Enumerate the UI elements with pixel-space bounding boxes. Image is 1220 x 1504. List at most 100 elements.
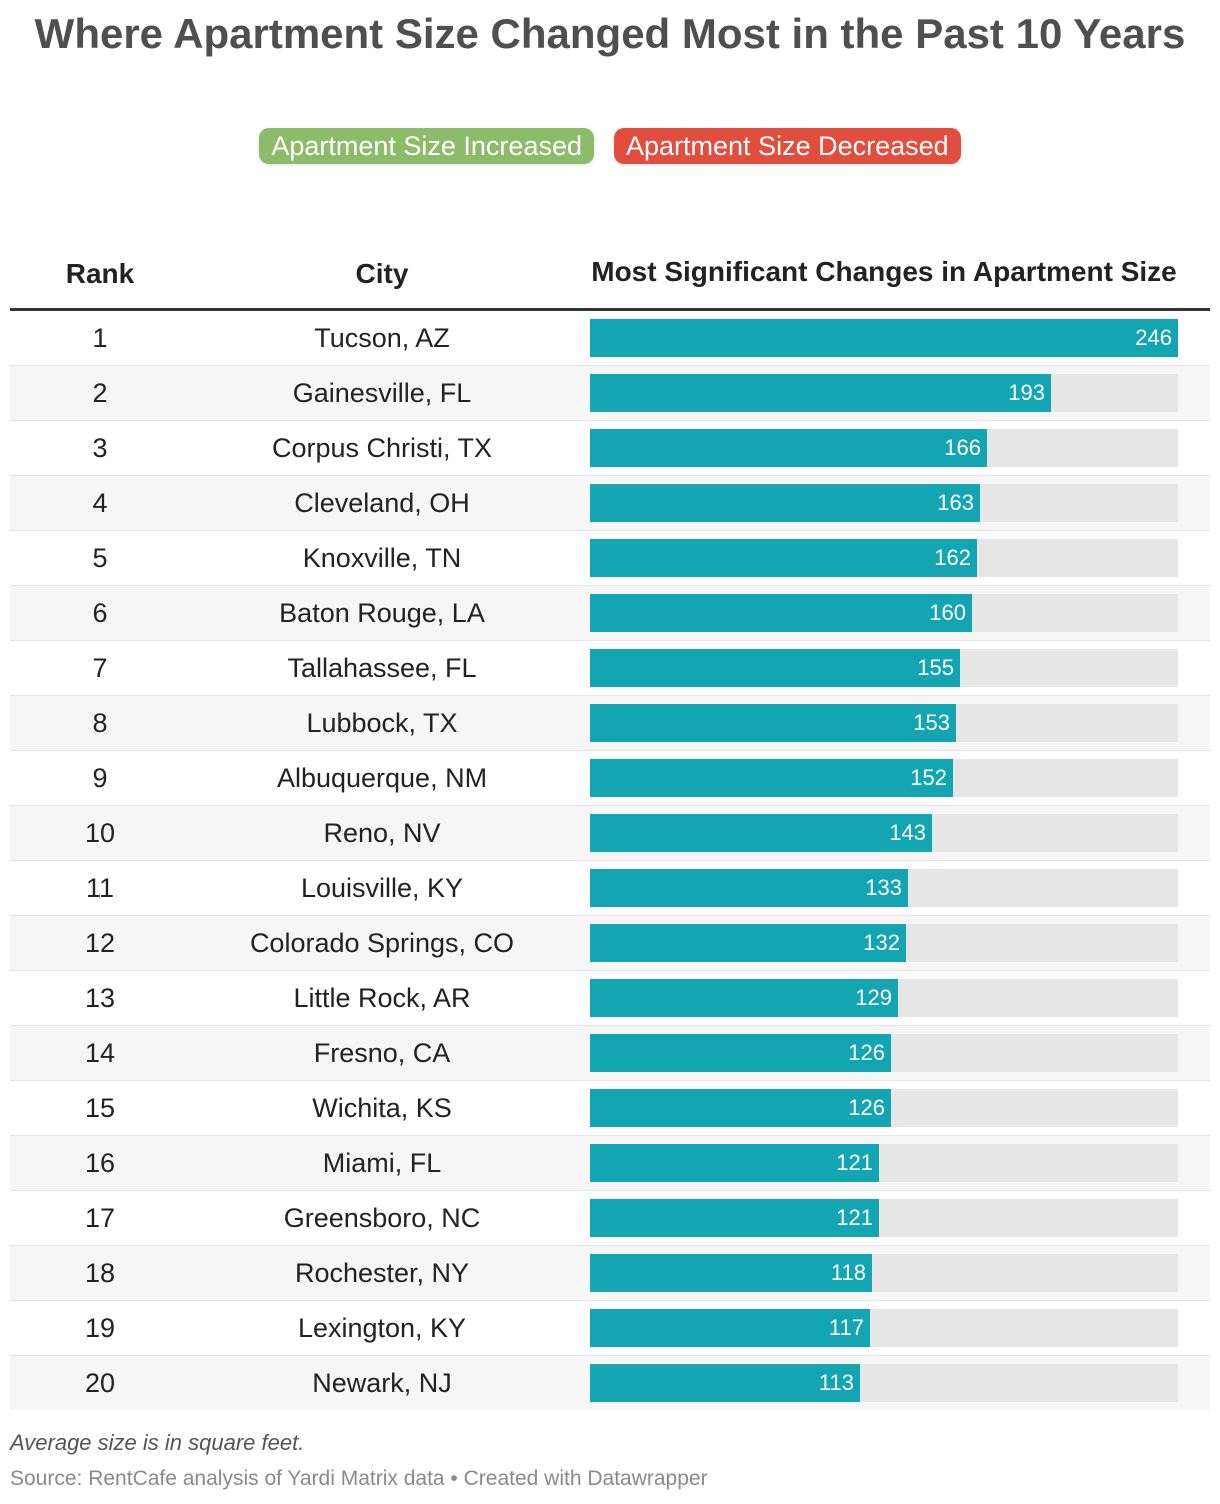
table-row: 12 Colorado Springs, CO 132 <box>10 916 1210 971</box>
bar-track: 193 <box>590 374 1178 412</box>
rank-cell: 1 <box>92 323 108 353</box>
bar-track: 126 <box>590 1034 1178 1072</box>
city-cell: Cleveland, OH <box>294 488 470 518</box>
bar-value-label: 117 <box>828 1315 864 1340</box>
table-row: 9 Albuquerque, NM 152 <box>10 751 1210 806</box>
city-cell: Colorado Springs, CO <box>249 928 515 958</box>
bar-track: 129 <box>590 979 1178 1017</box>
bar-track: 155 <box>590 649 1178 687</box>
table-row: 6 Baton Rouge, LA 160 <box>10 586 1210 641</box>
rank-cell: 18 <box>84 1258 116 1288</box>
rank-cell: 3 <box>92 433 108 463</box>
rank-cell: 2 <box>92 378 108 408</box>
bar-value-label: 133 <box>865 875 902 900</box>
table-row: 16 Miami, FL 121 <box>10 1136 1210 1191</box>
bar-track: 143 <box>590 814 1178 852</box>
table-row: 11 Louisville, KY 133 <box>10 861 1210 916</box>
data-table: Rank City Most Significant Changes in Ap… <box>10 218 1210 1410</box>
rank-cell: 12 <box>84 928 116 958</box>
bar: 126 <box>590 1089 891 1127</box>
rank-cell: 14 <box>84 1038 116 1068</box>
bar: 193 <box>590 374 1051 412</box>
rank-cell: 4 <box>92 488 108 518</box>
table-row: 19 Lexington, KY 117 <box>10 1301 1210 1356</box>
bar-value-label: 121 <box>836 1150 873 1175</box>
bar-value-label: 143 <box>889 820 926 845</box>
city-cell: Gainesville, FL <box>292 378 472 408</box>
legend-decreased: Apartment Size Decreased <box>614 128 961 164</box>
city-cell: Tucson, AZ <box>314 323 450 353</box>
table-row: 8 Lubbock, TX 153 <box>10 696 1210 751</box>
rank-cell: 5 <box>92 543 108 573</box>
bar-track: 133 <box>590 869 1178 907</box>
legend: Apartment Size Increased Apartment Size … <box>0 128 1220 164</box>
table-row: 5 Knoxville, TN 162 <box>10 531 1210 586</box>
city-cell: Little Rock, AR <box>293 983 471 1013</box>
bar: 132 <box>590 924 906 962</box>
bar: 133 <box>590 869 908 907</box>
rank-cell: 17 <box>84 1203 116 1233</box>
header-city[interactable]: City <box>355 258 409 289</box>
bar-value-label: 126 <box>848 1095 885 1120</box>
city-cell: Lexington, KY <box>297 1313 467 1343</box>
city-cell: Reno, NV <box>323 818 441 848</box>
bar-value-label: 118 <box>830 1260 866 1285</box>
table-row: 17 Greensboro, NC 121 <box>10 1191 1210 1246</box>
city-cell: Lubbock, TX <box>306 708 458 738</box>
bar-track: 152 <box>590 759 1178 797</box>
city-cell: Rochester, NY <box>294 1258 470 1288</box>
table-row: 14 Fresno, CA 126 <box>10 1026 1210 1081</box>
rank-cell: 16 <box>84 1148 116 1178</box>
city-cell: Knoxville, TN <box>302 543 462 573</box>
table-header: Rank City Most Significant Changes in Ap… <box>10 218 1210 311</box>
bar-track: 121 <box>590 1199 1178 1237</box>
chart-title: Where Apartment Size Changed Most in the… <box>34 10 1186 57</box>
bar-value-label: 193 <box>1008 380 1045 405</box>
rank-cell: 13 <box>84 983 116 1013</box>
bar-value-label: 113 <box>818 1370 854 1395</box>
rank-cell: 15 <box>84 1093 116 1123</box>
bar-value-label: 166 <box>944 435 981 460</box>
rank-cell: 20 <box>84 1368 116 1398</box>
bar: 121 <box>590 1199 879 1237</box>
rank-cell: 7 <box>92 653 108 683</box>
bar-value-label: 132 <box>863 930 900 955</box>
city-cell: Louisville, KY <box>300 873 464 903</box>
city-cell: Tallahassee, FL <box>287 653 477 683</box>
city-cell: Albuquerque, NM <box>276 763 488 793</box>
bar: 155 <box>590 649 960 687</box>
bar-value-label: 155 <box>917 655 954 680</box>
bar: 129 <box>590 979 898 1017</box>
city-cell: Newark, NJ <box>312 1368 452 1398</box>
bar-track: 117 <box>590 1309 1178 1347</box>
bar-track: 166 <box>590 429 1178 467</box>
bar-value-label: 163 <box>937 490 974 515</box>
bar-track: 163 <box>590 484 1178 522</box>
table-row: 20 Newark, NJ 113 <box>10 1356 1210 1410</box>
bar-track: 132 <box>590 924 1178 962</box>
rank-cell: 9 <box>92 763 108 793</box>
bar: 113 <box>590 1364 860 1402</box>
bar: 162 <box>590 539 977 577</box>
table-row: 2 Gainesville, FL 193 <box>10 366 1210 421</box>
source-line: Source: RentCafe analysis of Yardi Matri… <box>10 1467 708 1490</box>
rank-cell: 11 <box>85 873 115 903</box>
bar: 160 <box>590 594 972 632</box>
rank-cell: 10 <box>84 818 116 848</box>
table-row: 13 Little Rock, AR 129 <box>10 971 1210 1026</box>
city-cell: Fresno, CA <box>313 1038 451 1068</box>
footnote: Average size is in square feet. <box>10 1430 305 1455</box>
bar: 153 <box>590 704 956 742</box>
table-body: 1 Tucson, AZ 246 2 Gainesville, FL 193 3 Corpus… <box>10 311 1210 1410</box>
city-cell: Corpus Christi, TX <box>271 433 493 463</box>
bar-track: 160 <box>590 594 1178 632</box>
header-rank[interactable]: Rank <box>65 258 135 289</box>
bar-value-label: 121 <box>836 1205 873 1230</box>
bar-track: 246 <box>590 319 1178 357</box>
bar-value-label: 126 <box>848 1040 885 1065</box>
bar: 126 <box>590 1034 891 1072</box>
bar: 118 <box>590 1254 872 1292</box>
header-size-change[interactable]: Most Significant Changes in Apartment Si… <box>591 256 1177 287</box>
bar-value-label: 152 <box>910 765 947 790</box>
rank-cell: 19 <box>84 1313 116 1343</box>
